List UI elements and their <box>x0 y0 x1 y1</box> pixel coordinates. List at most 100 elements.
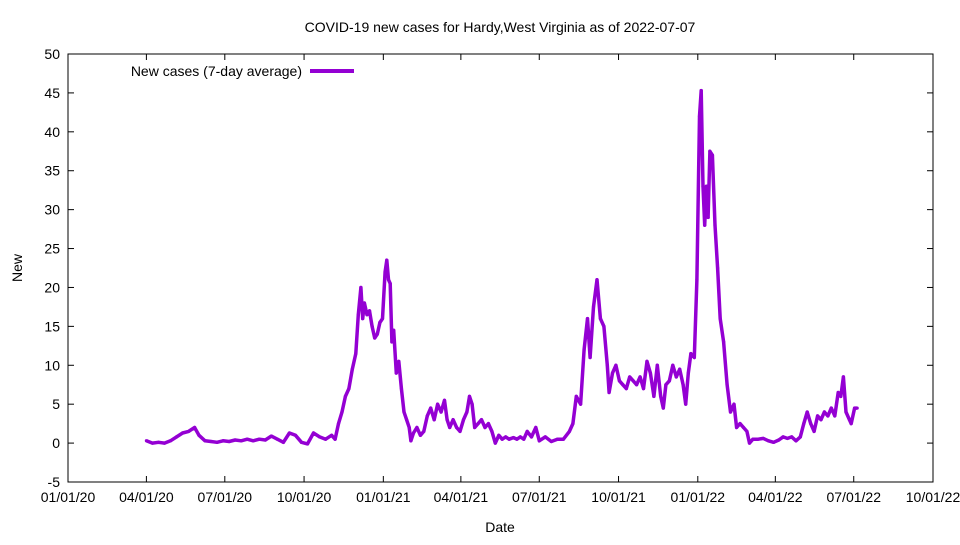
data-point <box>841 375 845 379</box>
data-point <box>467 394 472 398</box>
data-point <box>855 406 859 410</box>
data-point <box>534 425 538 430</box>
data-point <box>664 383 668 387</box>
data-point <box>479 418 484 422</box>
data-point <box>766 439 771 443</box>
data-point <box>836 390 840 395</box>
data-point <box>585 316 590 321</box>
data-point <box>281 440 285 444</box>
data-point <box>233 438 237 442</box>
data-point <box>692 355 696 360</box>
data-point <box>497 433 501 437</box>
data-point <box>671 363 675 367</box>
data-point <box>445 418 449 422</box>
data-point <box>716 266 720 270</box>
data-point <box>849 422 853 426</box>
data-point <box>549 439 553 444</box>
data-point <box>144 439 149 443</box>
x-tick-label: 04/01/21 <box>434 489 489 505</box>
data-point <box>221 439 225 443</box>
data-point <box>493 441 497 445</box>
data-point <box>522 437 526 441</box>
data-point <box>614 363 618 367</box>
data-point <box>595 278 599 282</box>
data-point <box>305 442 310 446</box>
data-point <box>648 371 653 375</box>
data-point <box>269 434 273 438</box>
data-point <box>500 437 504 441</box>
data-point <box>718 316 722 321</box>
data-point <box>385 258 389 262</box>
data-point <box>561 437 565 441</box>
data-point <box>829 406 833 410</box>
data-point <box>607 390 611 395</box>
data-point <box>311 431 316 435</box>
data-point <box>579 402 583 406</box>
data-point <box>751 437 755 441</box>
data-point <box>844 410 848 414</box>
data-point <box>809 422 813 426</box>
data-point <box>370 324 374 328</box>
data-point <box>439 410 443 414</box>
data-point <box>324 437 328 441</box>
data-point <box>574 394 578 398</box>
data-point <box>415 425 419 430</box>
data-point <box>689 352 693 356</box>
data-point <box>628 375 632 379</box>
y-tick-label: 30 <box>44 202 60 218</box>
data-point <box>380 316 385 321</box>
data-point <box>741 425 746 430</box>
data-point <box>483 425 487 430</box>
series-line-new-cases <box>145 88 858 446</box>
y-tick-label: 15 <box>44 318 60 334</box>
data-point <box>330 433 334 437</box>
data-point <box>251 439 255 443</box>
data-point <box>336 422 341 426</box>
data-point <box>227 439 231 444</box>
data-point <box>451 418 455 422</box>
data-point <box>432 418 436 422</box>
data-point <box>356 313 360 317</box>
data-point <box>655 363 659 367</box>
data-point <box>404 418 409 422</box>
data-point <box>610 371 615 375</box>
data-point <box>515 437 519 441</box>
data-point <box>674 375 678 379</box>
data-point <box>180 431 185 435</box>
data-point <box>275 437 279 441</box>
data-point <box>703 223 707 227</box>
data-point <box>187 429 191 434</box>
y-tick-label: -5 <box>48 474 61 490</box>
data-point <box>397 359 401 363</box>
data-point <box>681 383 685 387</box>
data-point <box>582 348 586 352</box>
data-point <box>777 438 781 442</box>
data-point <box>317 435 322 439</box>
data-point <box>257 437 261 441</box>
y-tick-label: 20 <box>44 279 60 295</box>
data-point <box>826 414 830 418</box>
data-point <box>442 398 447 402</box>
data-point <box>362 301 366 305</box>
x-tick-label: 04/01/20 <box>119 489 174 505</box>
data-point <box>425 414 429 418</box>
data-point <box>839 394 843 398</box>
data-point <box>507 437 511 441</box>
y-tick-label: 0 <box>52 435 60 451</box>
data-point <box>386 278 391 282</box>
data-points <box>144 88 859 446</box>
data-point <box>390 340 394 344</box>
y-tick-label: 35 <box>44 163 60 179</box>
data-point <box>156 440 161 444</box>
data-point <box>402 410 406 414</box>
data-point <box>745 429 749 434</box>
data-point <box>361 316 365 321</box>
data-point <box>373 336 377 340</box>
data-point <box>710 153 715 157</box>
data-point <box>822 410 827 414</box>
x-tick-label: 10/01/21 <box>591 489 646 505</box>
data-point <box>448 425 452 430</box>
data-point <box>458 429 462 434</box>
data-point <box>790 435 794 439</box>
